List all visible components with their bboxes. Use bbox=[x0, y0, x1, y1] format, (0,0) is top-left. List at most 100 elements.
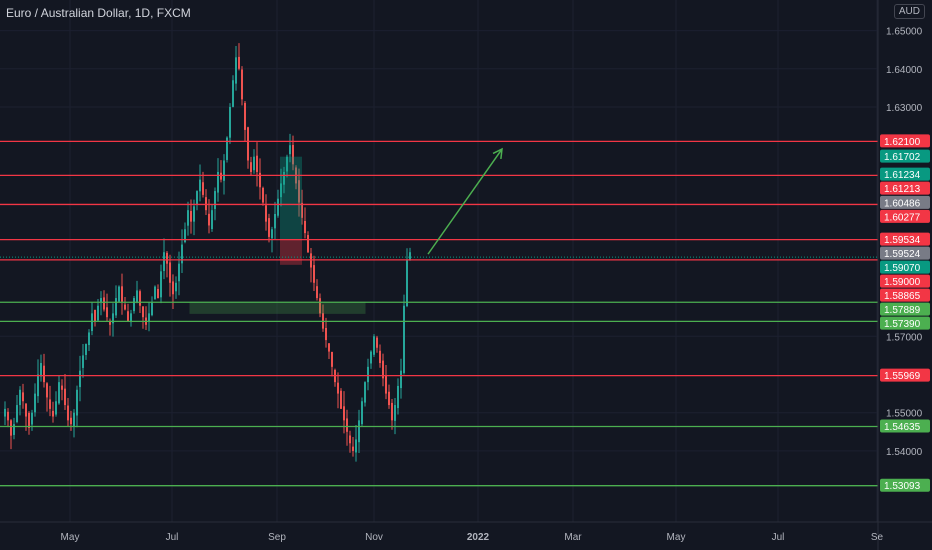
currency-badge[interactable]: AUD bbox=[893, 4, 925, 19]
price-tag[interactable] bbox=[880, 478, 930, 492]
candle-body bbox=[4, 408, 6, 417]
candle-body bbox=[112, 313, 114, 324]
price-tag[interactable] bbox=[880, 302, 930, 316]
candle-body bbox=[7, 411, 9, 421]
price-tag[interactable] bbox=[880, 149, 930, 163]
candle-body bbox=[346, 418, 348, 432]
candle-body bbox=[244, 102, 246, 130]
candle-body bbox=[178, 263, 180, 282]
candle-body bbox=[187, 210, 189, 226]
zone-red[interactable] bbox=[280, 239, 302, 265]
candle-body bbox=[343, 406, 345, 421]
candle-body bbox=[13, 424, 15, 435]
candle-body bbox=[235, 57, 237, 84]
x-tick-label: Sep bbox=[268, 532, 286, 543]
price-tag-label: 1.62100 bbox=[884, 137, 921, 148]
candle-body bbox=[106, 307, 108, 318]
candle-body bbox=[181, 244, 183, 264]
candle-body bbox=[70, 417, 72, 425]
candle-body bbox=[208, 213, 210, 226]
candle-body bbox=[97, 305, 99, 321]
candle-body bbox=[160, 271, 162, 298]
candle-body bbox=[103, 297, 105, 310]
price-tag[interactable] bbox=[880, 181, 930, 195]
candle-body bbox=[79, 370, 81, 388]
price-tag[interactable] bbox=[880, 288, 930, 302]
candle-body bbox=[193, 206, 195, 222]
candle-body bbox=[109, 320, 111, 325]
price-tag-label: 1.60486 bbox=[884, 198, 921, 209]
candle-body bbox=[289, 145, 291, 155]
price-tag[interactable] bbox=[880, 209, 930, 223]
candle-body bbox=[316, 286, 318, 299]
candle-body bbox=[382, 360, 384, 379]
candle-body bbox=[370, 351, 372, 364]
x-tick-label: May bbox=[61, 532, 80, 543]
price-tag-label: 1.54635 bbox=[884, 422, 921, 433]
arrow-head bbox=[492, 147, 503, 160]
candle-body bbox=[175, 282, 177, 292]
candle-body bbox=[139, 291, 141, 306]
candle-body bbox=[133, 298, 135, 312]
candle-body bbox=[73, 412, 75, 426]
candle-body bbox=[313, 265, 315, 283]
price-tag-label: 1.61213 bbox=[884, 184, 921, 195]
price-tag-label: 1.60277 bbox=[884, 212, 921, 223]
candle-body bbox=[373, 336, 375, 355]
candle-body bbox=[46, 383, 48, 398]
candle-body bbox=[184, 229, 186, 243]
candle-body bbox=[256, 155, 258, 172]
candle-body bbox=[43, 365, 45, 383]
candle-body bbox=[115, 298, 117, 316]
candle-body bbox=[337, 382, 339, 394]
candle-body bbox=[91, 313, 93, 332]
y-tick-label: 1.55000 bbox=[886, 409, 923, 420]
candle-body bbox=[19, 389, 21, 406]
candle-body bbox=[31, 412, 33, 425]
x-tick-label: Jul bbox=[772, 532, 785, 543]
candle-body bbox=[232, 80, 234, 107]
zone-teal[interactable] bbox=[280, 156, 302, 240]
candle-body bbox=[217, 171, 219, 193]
x-tick-label: 2022 bbox=[467, 532, 490, 543]
price-tag[interactable] bbox=[880, 134, 930, 148]
x-tick-label: Mar bbox=[564, 532, 582, 543]
price-tag-label: 1.53093 bbox=[884, 481, 921, 492]
price-tag[interactable] bbox=[880, 316, 930, 330]
candle-body bbox=[226, 137, 228, 160]
candle-body bbox=[169, 262, 171, 283]
price-tag[interactable] bbox=[880, 167, 930, 181]
candle-body bbox=[394, 405, 396, 421]
candle-body bbox=[265, 205, 267, 222]
candle-body bbox=[247, 127, 249, 161]
price-tag[interactable] bbox=[880, 246, 930, 260]
candle-body bbox=[253, 156, 255, 171]
candle-body bbox=[340, 390, 342, 409]
price-tag[interactable] bbox=[880, 195, 930, 209]
candle-body bbox=[157, 289, 159, 299]
price-tag-label: 1.55969 bbox=[884, 371, 921, 382]
candle-body bbox=[307, 235, 309, 253]
candle-body bbox=[262, 187, 264, 203]
candle-body bbox=[64, 388, 66, 406]
price-tag[interactable] bbox=[880, 232, 930, 246]
price-tag[interactable] bbox=[880, 274, 930, 288]
candle-body bbox=[298, 180, 300, 203]
candle-body bbox=[211, 210, 213, 230]
price-tag[interactable] bbox=[880, 368, 930, 382]
projection-arrow[interactable] bbox=[427, 148, 503, 255]
zone-green[interactable] bbox=[189, 301, 366, 314]
candle-body bbox=[67, 405, 69, 421]
candle-body bbox=[286, 156, 288, 172]
candle-body bbox=[355, 439, 357, 453]
price-tag[interactable] bbox=[880, 419, 930, 433]
candle-body bbox=[349, 435, 351, 444]
candle-body bbox=[202, 182, 204, 195]
x-tick-label: May bbox=[667, 532, 686, 543]
candle-body bbox=[205, 197, 207, 211]
price-tag-label: 1.61702 bbox=[884, 152, 921, 163]
price-tag[interactable] bbox=[880, 260, 930, 274]
candle-body bbox=[28, 412, 30, 428]
y-tick-label: 1.54000 bbox=[886, 447, 923, 458]
